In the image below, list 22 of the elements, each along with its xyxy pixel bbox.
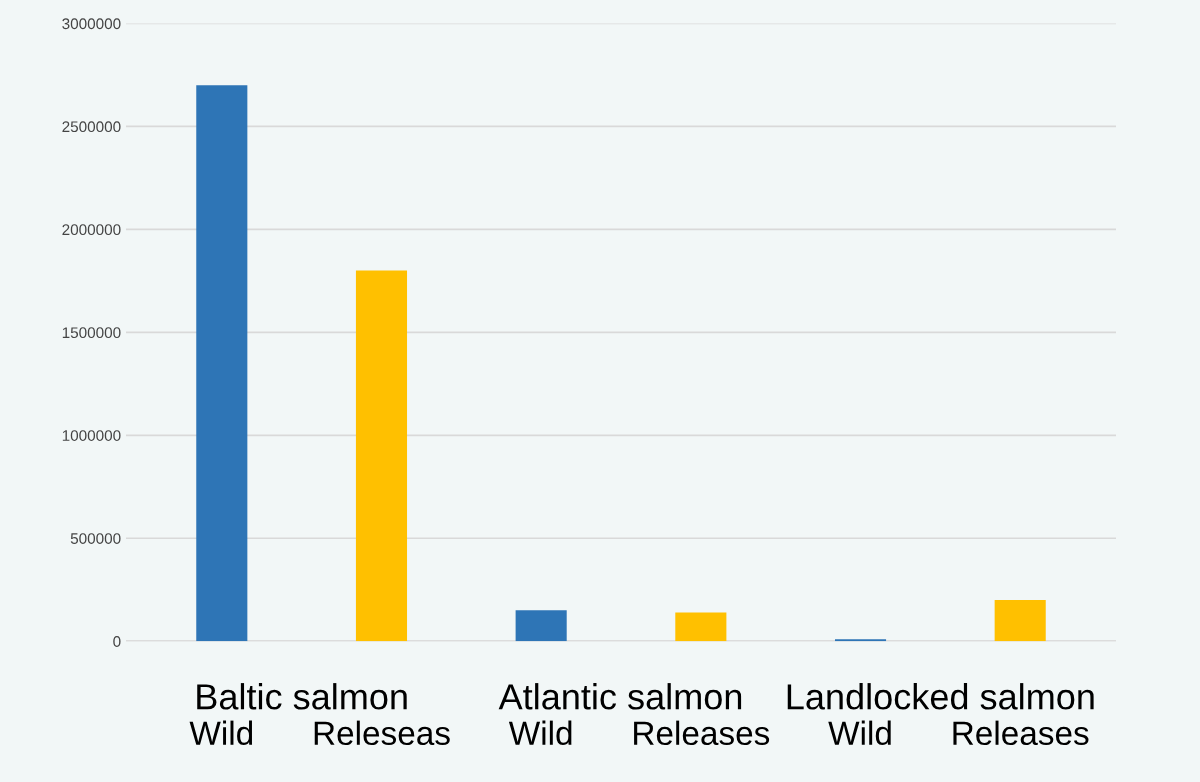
y-tick-label: 0 [113,636,121,647]
x-tick-label: Releseas [314,720,450,746]
bar [834,639,887,642]
x-tick-label: Wild [508,720,572,746]
text: Atlantic salmon [498,683,742,710]
y-tick-label: 1500000 [62,327,121,339]
y-tick-label: 1000000 [62,430,121,441]
x-tick-label: Releases [953,720,1089,746]
bar [515,610,567,642]
bar [994,600,1046,642]
x-tick-label: Wild [189,720,253,746]
bar [675,612,727,642]
text: Baltic salmon [197,683,407,710]
bar [196,85,248,642]
x-tick-label: Releases [634,720,770,746]
bar [355,270,408,642]
y-tick-label: 2000000 [62,224,121,236]
text: Landlocked salmon [787,683,1094,710]
y-tick-label: 500000 [70,533,121,544]
x-tick-label: Wild [828,720,891,746]
y-tick-label: 3000000 [62,18,121,30]
y-tick-label: 2500000 [62,121,121,133]
